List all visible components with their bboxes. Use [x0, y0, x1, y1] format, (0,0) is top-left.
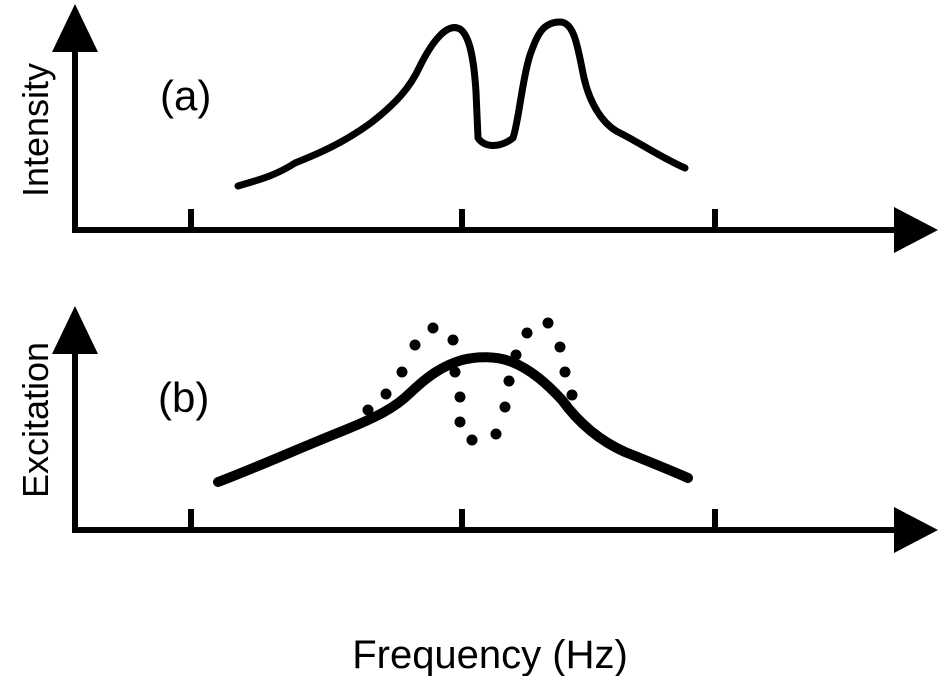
panel-b-dot — [503, 375, 515, 387]
panel-b-dot — [466, 434, 478, 446]
panel-b-dot — [449, 366, 461, 378]
panel-b-label: (b) — [158, 374, 209, 421]
x-axis-label: Frequency (Hz) — [352, 633, 628, 676]
panel-b-y-axis-label: Excitation — [15, 342, 56, 498]
panel-b-dot — [362, 404, 374, 416]
panel-b-dot — [409, 339, 421, 351]
panel-b-dot — [427, 322, 439, 334]
panel-a-y-axis-label: Intensity — [15, 63, 56, 197]
panel-a-intensity-curve — [234, 18, 689, 190]
panel-a-label: (a) — [160, 72, 211, 119]
panel-b: (b) Excitation — [15, 306, 938, 553]
panel-b-dot — [542, 317, 554, 329]
panel-b-dot — [454, 391, 466, 403]
panel-b-x-axis-arrowhead — [894, 507, 938, 553]
panel-b-dot — [380, 388, 392, 400]
panel-b-y-axis-arrowhead — [52, 306, 98, 354]
panel-b-dot — [566, 389, 578, 401]
panel-b-dot — [521, 327, 533, 339]
panel-b-excitation-curve — [213, 352, 693, 487]
panel-b-dot — [499, 401, 511, 413]
panel-b-dot — [447, 334, 459, 346]
panel-a-x-axis-arrowhead — [894, 207, 938, 253]
panel-a: (a) Intensity — [15, 4, 938, 253]
panel-b-dot — [510, 349, 522, 361]
panel-b-dot — [554, 341, 566, 353]
panel-a-y-axis-arrowhead — [52, 4, 98, 52]
panel-b-dot — [396, 366, 408, 378]
panel-b-dotted-curve — [362, 317, 578, 446]
panel-b-dot — [490, 428, 502, 440]
panel-b-dot — [454, 416, 466, 428]
panel-b-dot — [559, 366, 571, 378]
